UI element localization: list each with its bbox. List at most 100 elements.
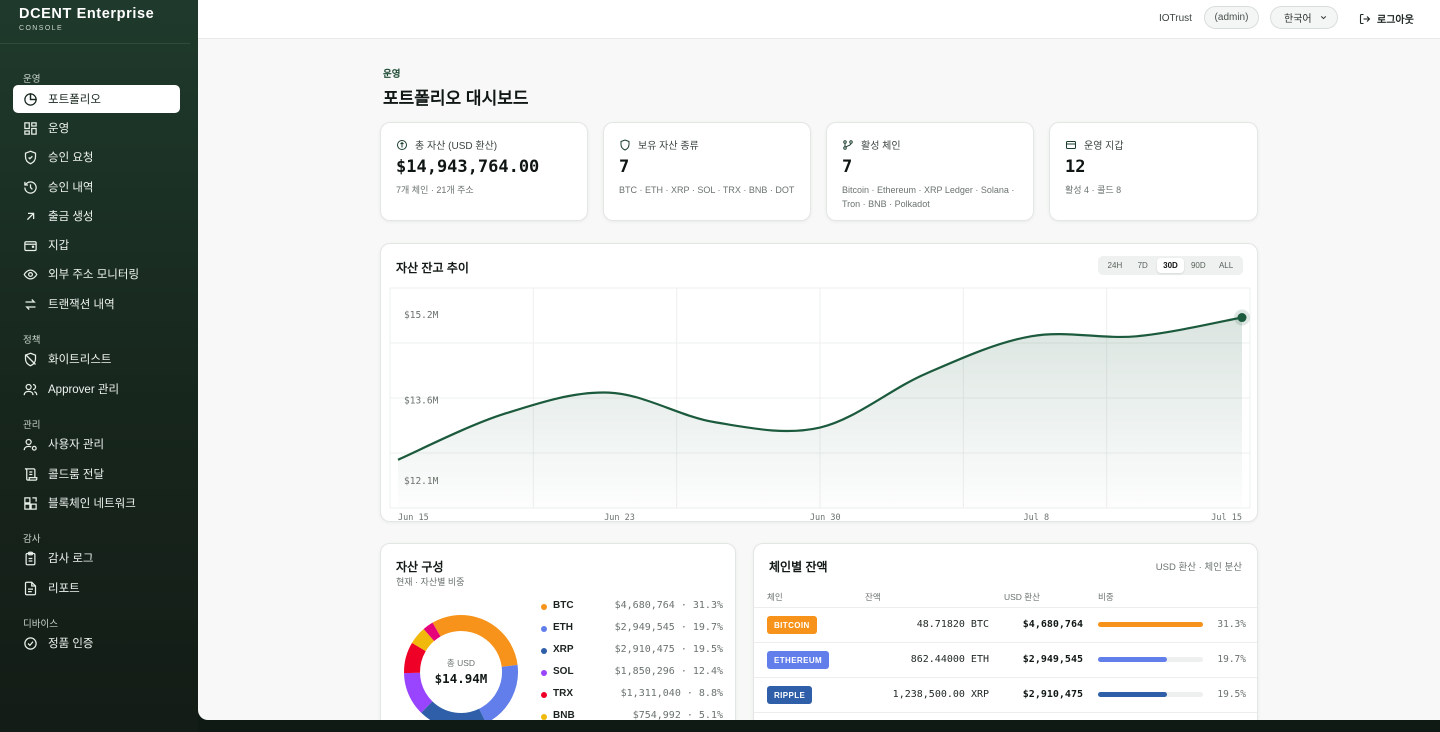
stat-value: 12	[1065, 157, 1086, 177]
check-circle-icon	[24, 636, 37, 650]
legend-value: $4,680,764 · 31.3%	[614, 600, 723, 611]
legend-dot	[541, 714, 547, 720]
sidebar-item-report[interactable]: 리포트	[13, 574, 180, 602]
eye-icon	[23, 268, 38, 280]
stat-value: 7	[619, 157, 630, 177]
usd-cell: $2,910,475	[1022, 689, 1083, 700]
sidebar-item-label: 운영	[48, 123, 70, 135]
legend-dot	[541, 648, 547, 654]
arrow-up-right-icon	[26, 212, 35, 220]
range-24h-button[interactable]: 24H	[1107, 261, 1123, 270]
sidebar-item-transactions[interactable]: 트랜잭션 내역	[13, 290, 180, 318]
sidebar-item-create-withdrawal[interactable]: 출금 생성	[13, 202, 180, 230]
x-tick-label: Jun 23	[604, 513, 635, 522]
column-header-usd: USD 환산	[1004, 592, 1040, 602]
legend-value: $754,992 · 5.1%	[632, 710, 723, 720]
range-all-button[interactable]: ALL	[1218, 261, 1234, 270]
sidebar-item-whitelist[interactable]: 화이트리스트	[13, 345, 180, 373]
legend-symbol: TRX	[553, 688, 573, 699]
language-select[interactable]: 한국어	[1270, 6, 1338, 29]
sidebar-item-audit-log[interactable]: 감사 로그	[13, 544, 180, 572]
table-row[interactable]: BITCOIN 48.71820 BTC $4,680,764 31.3%	[754, 607, 1259, 642]
sidebar-item-label: 트랜잭션 내역	[48, 299, 115, 311]
section-label-policy: 정책	[23, 335, 41, 346]
sidebar-item-coldroom-transfer[interactable]: 콜드룸 전달	[13, 460, 180, 488]
legend-item: BTC $4,680,764 · 31.3%	[541, 600, 723, 614]
sidebar-item-approval-history[interactable]: 승인 내역	[13, 173, 180, 201]
wallet-icon	[24, 240, 37, 251]
share-bar-fill	[1098, 622, 1203, 627]
section-label-management: 관리	[23, 420, 41, 431]
stat-value: 7	[842, 157, 853, 177]
balance-cell: 862.44000 ETH	[910, 654, 989, 665]
sidebar-item-approval-requests[interactable]: 승인 요청	[13, 143, 180, 171]
sidebar-item-operations[interactable]: 운영	[13, 114, 180, 142]
sidebar-item-blockchain-network[interactable]: 블록체인 네트워크	[13, 489, 180, 517]
y-tick-label: $15.2M	[404, 310, 439, 321]
stat-label: 활성 체인	[861, 141, 901, 152]
range-30d-button[interactable]: 30D	[1156, 258, 1185, 273]
chain-badge: ETHEREUM	[767, 651, 830, 669]
table-row[interactable]: RIPPLE 1,238,500.00 XRP $2,910,475 19.5%	[754, 677, 1259, 712]
sidebar-item-wallet[interactable]: 지갑	[13, 231, 180, 259]
composition-title: 자산 구성	[396, 560, 444, 574]
legend-item: TRX $1,311,040 · 8.8%	[541, 688, 723, 702]
column-header-balance: 잔액	[865, 592, 881, 602]
series-area	[398, 317, 1242, 508]
stat-card-asset-types: 보유 자산 종류 7 BTC · ETH · XRP · SOL · TRX ·…	[603, 122, 811, 221]
legend-item: XRP $2,910,475 · 19.5%	[541, 644, 723, 658]
sidebar-item-label: 포트폴리오	[48, 94, 101, 106]
sidebar-item-label: 출금 생성	[48, 211, 94, 223]
logout-button[interactable]: 로그아웃	[1359, 11, 1414, 26]
range-7d-button[interactable]: 7D	[1137, 261, 1148, 270]
chart-title: 자산 잔고 추이	[396, 261, 469, 275]
brand-title: DCENT Enterprise	[19, 6, 155, 22]
table-row[interactable]: ETHEREUM 862.44000 ETH $2,949,545 19.7%	[754, 642, 1259, 677]
stat-header: 보유 자산 종류	[619, 137, 699, 152]
organization-name: IOTrust	[1159, 13, 1192, 24]
donut-slice	[404, 615, 518, 720]
x-tick-label: Jun 15	[398, 513, 429, 522]
stat-subtext: 7개 체인 · 21개 주소	[396, 185, 474, 195]
sidebar-item-portfolio[interactable]: 포트폴리오	[13, 85, 180, 113]
legend-value: $2,949,545 · 19.7%	[614, 622, 723, 633]
last-point	[1237, 313, 1247, 323]
sidebar-item-device-authentication[interactable]: 정품 인증	[13, 629, 180, 657]
share-bar-fill	[1098, 657, 1168, 662]
range-90d-button[interactable]: 90D	[1190, 261, 1206, 270]
legend-dot	[541, 670, 547, 676]
x-tick-label: Jun 30	[810, 513, 841, 522]
stat-header: 운영 지갑	[1065, 137, 1124, 152]
stat-subtext: 활성 4 · 콜드 8	[1065, 185, 1122, 195]
sidebar-item-label: 화이트리스트	[48, 354, 112, 366]
shield-check-icon	[24, 150, 37, 164]
legend-value: $1,311,040 · 8.8%	[620, 688, 723, 699]
history-icon	[24, 180, 37, 194]
sidebar-item-approver-management[interactable]: Approver 관리	[13, 375, 180, 403]
usd-cell: $4,680,764	[1022, 619, 1083, 630]
stat-header: 활성 체인	[842, 137, 901, 152]
stat-value: $14,943,764.00	[396, 157, 540, 177]
series-line	[397, 316, 1243, 461]
y-tick-label: $12.1M	[404, 476, 439, 487]
time-range-selector: 24H 7D 30D 90D ALL	[1098, 256, 1243, 275]
swap-icon	[25, 298, 36, 310]
sidebar-item-external-monitoring[interactable]: 외부 주소 모니터링	[13, 260, 180, 288]
shield-off-icon	[24, 352, 37, 366]
scroll-icon	[24, 467, 38, 481]
share-bar	[1098, 657, 1203, 662]
legend-item: SOL $1,850,296 · 12.4%	[541, 666, 723, 680]
git-branch-icon	[843, 139, 853, 150]
sidebar-item-label: 블록체인 네트워크	[48, 498, 136, 510]
brand-subtitle: CONSOLE	[19, 25, 64, 32]
legend-item: BNB $754,992 · 5.1%	[541, 710, 723, 720]
sidebar-item-user-management[interactable]: 사용자 관리	[13, 430, 180, 458]
clipboard-icon	[25, 551, 36, 565]
section-label-operations: 운영	[23, 74, 41, 85]
dollar-circle-icon	[397, 139, 407, 150]
balance-cell: 1,238,500.00 XRP	[892, 689, 989, 700]
sidebar-item-label: 리포트	[48, 583, 80, 595]
chain-balances-note: USD 환산 · 체인 분산	[1155, 562, 1242, 573]
sidebar-item-label: 외부 주소 모니터링	[48, 269, 140, 281]
sidebar-item-label: 승인 요청	[48, 152, 94, 164]
